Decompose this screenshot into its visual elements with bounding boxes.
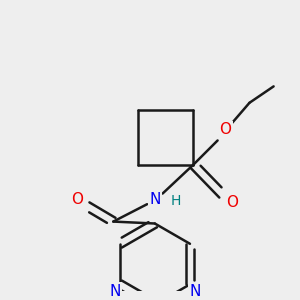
Text: O: O (226, 195, 238, 210)
Text: O: O (72, 192, 84, 207)
Text: N: N (189, 284, 200, 298)
Text: N: N (109, 284, 121, 298)
Text: O: O (219, 122, 231, 137)
Text: H: H (171, 194, 181, 208)
Text: N: N (149, 192, 160, 207)
